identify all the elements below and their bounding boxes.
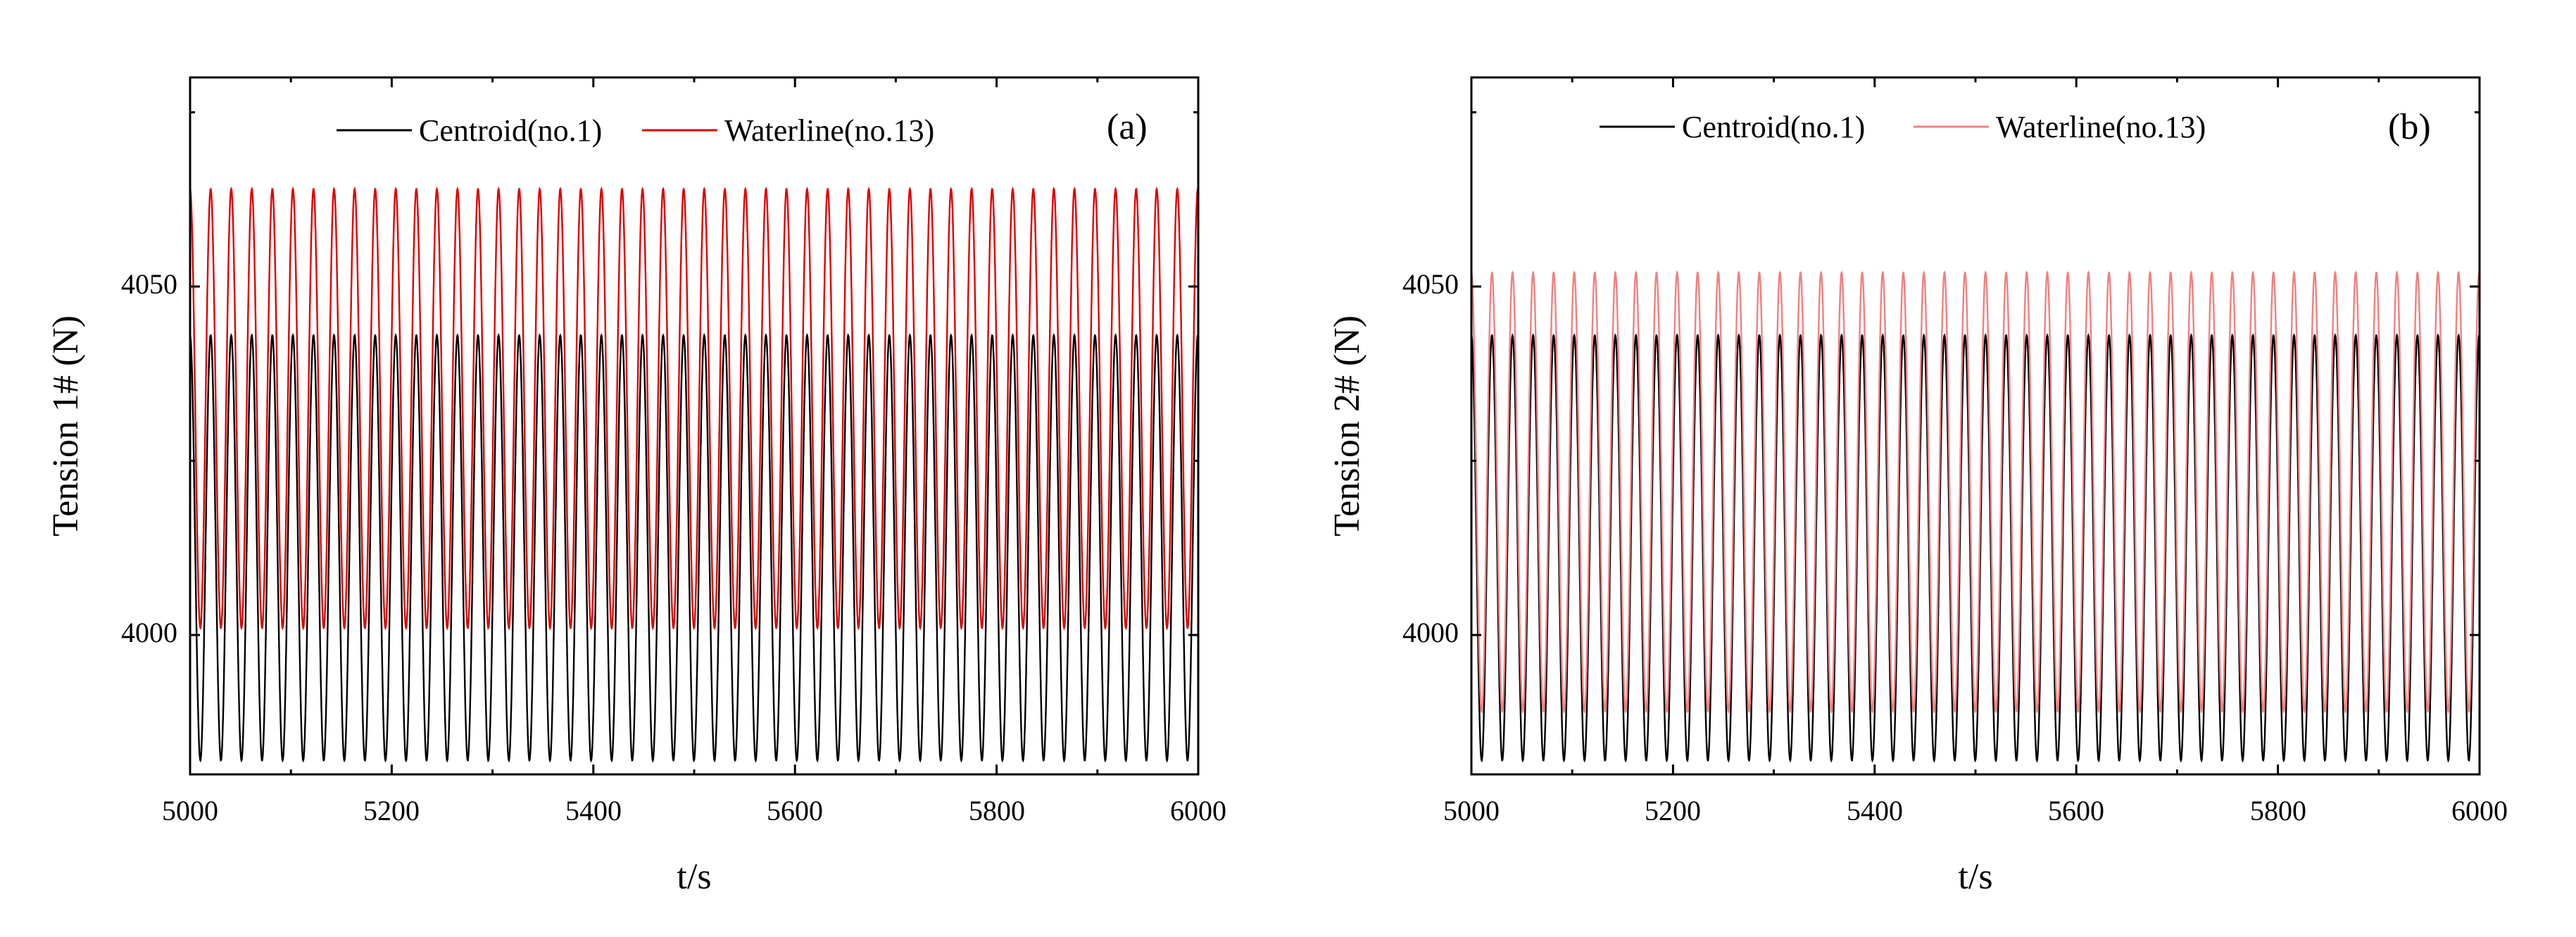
x-axis-title: t/s [677,857,711,897]
chart-panel-a: 5000 5200 5400 5600 5800 6000 4000 4050 … [46,76,1226,897]
chart-panel-b: 5000 5200 5400 5600 5800 6000 4000 4050 … [1327,76,2508,897]
x-tick-label: 5800 [969,795,1025,826]
x-tick-label: 5600 [767,795,823,826]
y-tick-label: 4000 [121,617,177,648]
legend: Centroid(no.1) Waterline(no.13) [1600,110,2206,144]
ticks-layer [189,77,1200,774]
y-tick-label: 4050 [121,268,177,300]
y-axis-title: Tension 2# (N) [1327,315,1367,536]
x-axis-title: t/s [1958,857,1992,897]
series-layer [1470,270,2481,763]
x-tick-label: 5000 [1443,795,1500,826]
x-tick-label: 6000 [2451,795,2508,826]
panel-label: (b) [2388,107,2431,147]
series-line-waterline [1470,270,2481,715]
ticks-layer [1470,77,2481,774]
x-tick-label: 5600 [2048,795,2104,826]
x-tick-label: 5800 [2250,795,2306,826]
legend-label-waterline: Waterline(no.13) [1996,110,2206,144]
legend-label-centroid: Centroid(no.1) [419,113,602,148]
legend-label-centroid: Centroid(no.1) [1682,110,1865,144]
x-tick-label: 5400 [1847,795,1903,826]
x-tick-label: 5200 [363,795,420,826]
legend-label-waterline: Waterline(no.13) [724,113,934,148]
series-layer [189,187,1200,763]
y-tick-label: 4050 [1402,268,1459,300]
x-tick-label: 6000 [1170,795,1226,826]
x-tick-label: 5400 [565,795,622,826]
x-tick-label: 5200 [1645,795,1701,826]
series-line-waterline [189,187,1200,631]
y-tick-label: 4000 [1402,617,1459,648]
panel-label: (a) [1107,107,1148,147]
x-tick-label: 5000 [162,795,218,826]
y-axis-title: Tension 1# (N) [46,315,86,536]
series-line-centroid [1470,332,2481,763]
legend: Centroid(no.1) Waterline(no.13) [337,113,934,148]
series-line-centroid [189,332,1200,763]
